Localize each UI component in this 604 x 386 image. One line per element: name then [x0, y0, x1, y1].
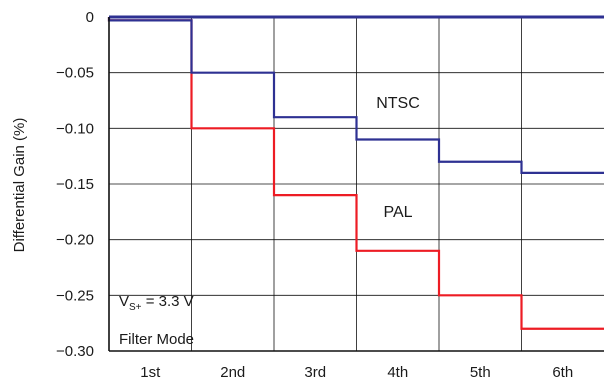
- axes: [108, 17, 604, 352]
- x-tick-label-4th: 4th: [387, 364, 408, 381]
- x-tick-label-6th: 6th: [552, 364, 573, 381]
- series-line-ntsc: [107, 17, 604, 174]
- y-tick-label-0: 0: [86, 9, 94, 26]
- y-tick-label-6: −0.30: [56, 343, 94, 360]
- x-tick-label-1st: 1st: [140, 364, 161, 381]
- series-label-ntsc: NTSC: [376, 95, 420, 112]
- y-tick-label-5: −0.25: [56, 287, 94, 304]
- condition-supply-voltage: VS+ = 3.3 V: [119, 293, 194, 313]
- series-label-pal: PAL: [383, 204, 412, 221]
- x-tick-label-3rd: 3rd: [304, 364, 326, 381]
- series-layer: [107, 15, 604, 330]
- y-tick-labels: 0 −0.05 −0.10 −0.15 −0.20 −0.25 −0.30: [56, 9, 94, 360]
- x-tick-labels: 1st 2nd 3rd 4th 5th 6th: [140, 364, 573, 381]
- x-tick-label-5th: 5th: [470, 364, 491, 381]
- y-tick-label-4: −0.20: [56, 232, 94, 249]
- y-axis-title: Differential Gain (%): [11, 118, 28, 253]
- condition-filter-mode: Filter Mode: [119, 331, 194, 348]
- y-tick-label-1: −0.05: [56, 65, 94, 82]
- y-tick-label-3: −0.15: [56, 176, 94, 193]
- y-tick-label-2: −0.10: [56, 120, 94, 137]
- x-tick-label-2nd: 2nd: [220, 364, 245, 381]
